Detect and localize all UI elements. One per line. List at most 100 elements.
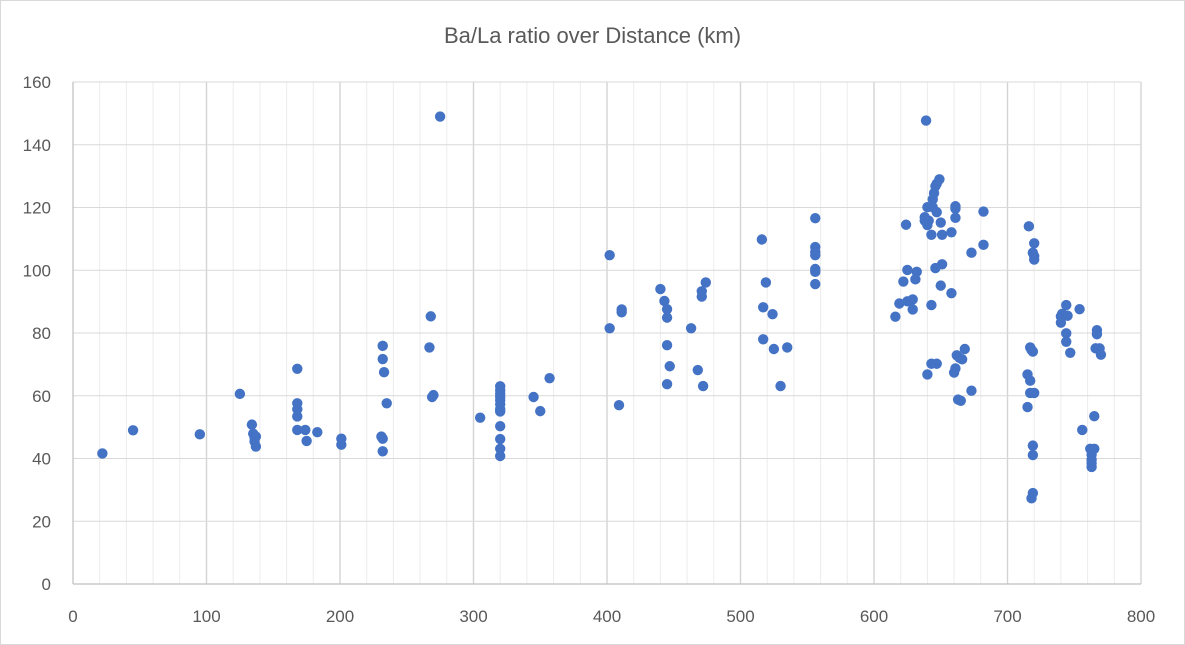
- data-point: [604, 249, 615, 261]
- y-tick-label: 60: [32, 387, 51, 406]
- data-point: [890, 311, 901, 322]
- data-point: [381, 398, 392, 409]
- data-point: [950, 212, 961, 224]
- x-tick-label: 0: [68, 607, 77, 626]
- data-point: [661, 378, 673, 390]
- data-point: [926, 299, 937, 311]
- data-point: [495, 433, 506, 445]
- data-point: [495, 420, 506, 432]
- data-point: [300, 424, 311, 436]
- data-point: [528, 391, 539, 403]
- data-point: [1024, 375, 1036, 386]
- data-point: [894, 298, 905, 309]
- x-tick-label: 100: [192, 607, 220, 626]
- data-point: [1023, 221, 1035, 232]
- data-point: [946, 227, 957, 238]
- data-point: [1061, 299, 1072, 311]
- data-point: [697, 380, 709, 392]
- data-point: [127, 425, 139, 436]
- data-point: [927, 194, 938, 205]
- data-point: [966, 247, 977, 258]
- data-point: [931, 358, 942, 369]
- data-point: [1061, 328, 1072, 339]
- data-point: [604, 323, 615, 334]
- data-point: [661, 340, 673, 351]
- axes: [72, 82, 1141, 585]
- data-point: [767, 308, 778, 320]
- data-point: [292, 424, 303, 436]
- data-point: [1026, 493, 1037, 504]
- data-point: [377, 446, 388, 457]
- data-point: [661, 303, 673, 315]
- data-point: [935, 217, 946, 228]
- data-point: [535, 405, 546, 417]
- data-point: [810, 249, 821, 261]
- y-tick-label: 80: [32, 324, 51, 343]
- data-point: [1095, 349, 1107, 360]
- x-tick-label: 300: [459, 607, 487, 626]
- data-point: [616, 307, 627, 318]
- data-point: [685, 323, 697, 334]
- data-point: [950, 203, 961, 214]
- data-point: [782, 342, 793, 353]
- data-point: [495, 406, 506, 417]
- data-point: [920, 115, 932, 126]
- data-point: [760, 277, 772, 288]
- x-tick-label: 200: [326, 607, 354, 626]
- data-point: [900, 219, 912, 230]
- data-point: [544, 372, 555, 384]
- y-tick-label: 140: [23, 136, 51, 155]
- data-point: [936, 229, 948, 240]
- data-point: [1027, 440, 1039, 451]
- data-point: [948, 367, 960, 378]
- data-point: [768, 343, 780, 355]
- data-point: [1065, 347, 1076, 358]
- data-point: [613, 399, 625, 411]
- data-point: [250, 441, 262, 452]
- data-point: [1074, 303, 1085, 315]
- data-point: [659, 295, 670, 307]
- data-point: [810, 212, 821, 224]
- data-point: [1062, 310, 1073, 321]
- x-tick-label: 600: [860, 607, 888, 626]
- data-point: [377, 340, 388, 352]
- data-point: [910, 274, 921, 285]
- data-point: [1077, 424, 1088, 436]
- y-tick-label: 160: [23, 73, 51, 92]
- data-point: [246, 419, 258, 430]
- x-tick-label: 400: [593, 607, 621, 626]
- data-point: [922, 369, 933, 380]
- y-tick-label: 20: [32, 512, 51, 531]
- data-point: [495, 443, 506, 454]
- data-point: [978, 206, 989, 217]
- data-point: [922, 219, 933, 231]
- y-tick-label: 120: [23, 199, 51, 218]
- data-point: [234, 388, 246, 400]
- data-point: [956, 354, 968, 365]
- data-point: [907, 294, 918, 305]
- data-point: [495, 450, 506, 462]
- data-point: [292, 411, 303, 422]
- data-point: [959, 343, 970, 355]
- chart-title: Ba/La ratio over Distance (km): [443, 23, 742, 48]
- data-point: [194, 429, 206, 440]
- data-point: [1089, 410, 1100, 422]
- data-point: [1029, 387, 1040, 399]
- data-point: [926, 229, 937, 240]
- data-point: [757, 302, 769, 313]
- gridlines: [73, 81, 1142, 584]
- data-point: [700, 277, 711, 288]
- data-point: [930, 262, 941, 274]
- data-point: [775, 380, 786, 392]
- data-point: [378, 367, 390, 378]
- data-point: [336, 439, 347, 450]
- data-point: [898, 276, 909, 287]
- data-point: [810, 278, 821, 290]
- x-tick-label: 700: [993, 607, 1021, 626]
- tick-labels: 0 100 200 300 400 500 600 700 800 0 20 40 60 80 100 120…: [23, 73, 1156, 626]
- data-point: [757, 334, 769, 345]
- data-point: [434, 111, 446, 122]
- data-point: [428, 389, 439, 401]
- data-point: [664, 361, 675, 372]
- data-point: [250, 431, 262, 442]
